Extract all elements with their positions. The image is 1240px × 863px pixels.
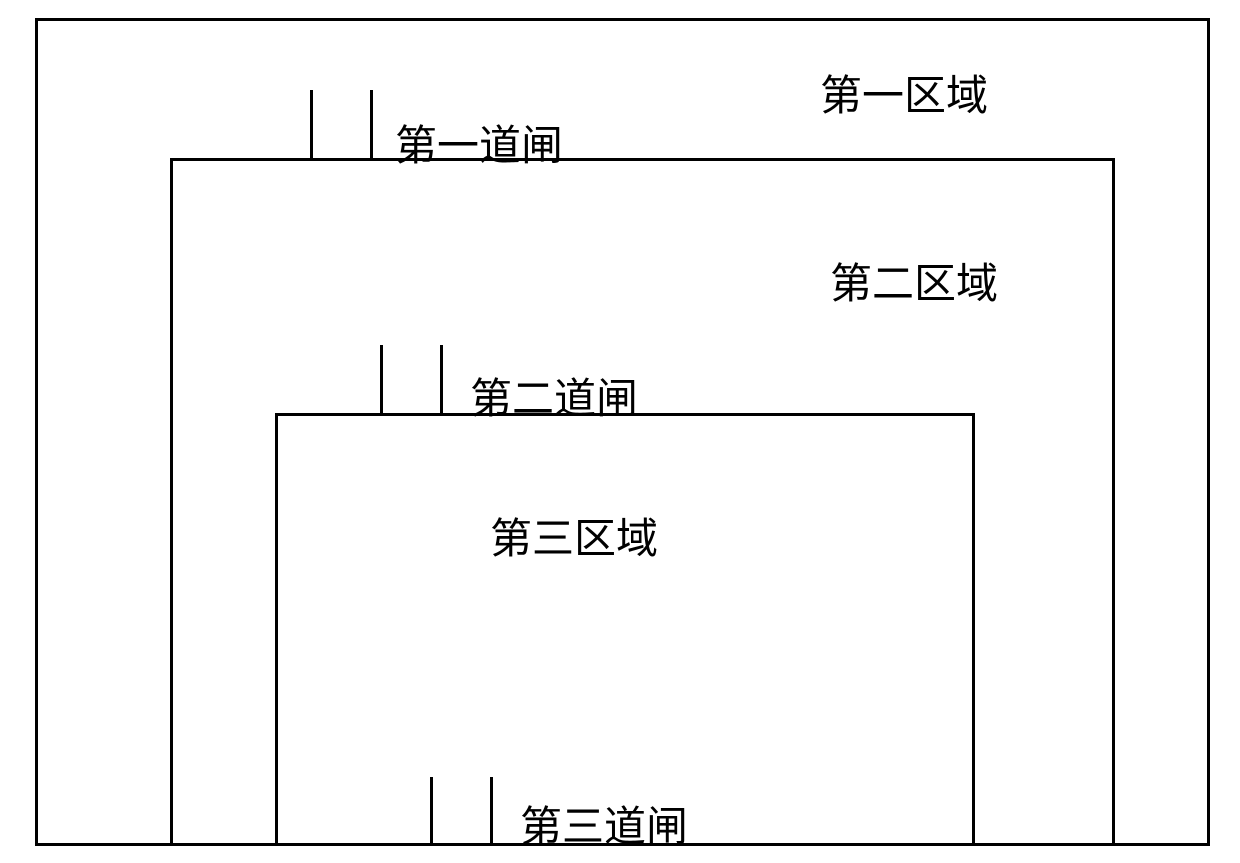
gate3-tick-right <box>490 777 493 845</box>
gate2-tick-left <box>380 345 383 413</box>
gate3-tick-left <box>430 777 433 845</box>
region2-label: 第二区域 <box>830 250 998 311</box>
gate1-tick-left <box>310 90 313 158</box>
region1-label: 第一区域 <box>820 62 988 123</box>
region3-box <box>275 413 975 846</box>
region3-label: 第三区域 <box>490 505 658 566</box>
outer-bottom-line <box>35 843 1210 846</box>
gate2-tick-right <box>440 345 443 413</box>
gate1-tick-right <box>370 90 373 158</box>
